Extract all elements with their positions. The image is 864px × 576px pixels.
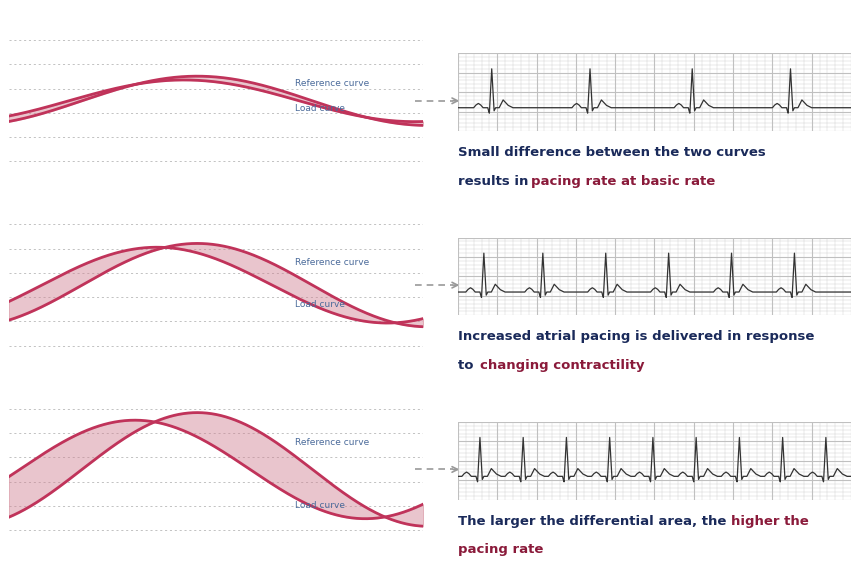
Text: pacing rate: pacing rate [458,543,543,556]
Text: pacing rate at basic rate: pacing rate at basic rate [530,175,715,188]
Text: Load curve: Load curve [295,301,345,309]
Text: Reference curve: Reference curve [295,259,369,267]
Text: The larger the differential area, the: The larger the differential area, the [458,515,731,528]
Text: changing contractility: changing contractility [480,359,644,372]
Text: Load curve: Load curve [295,104,345,113]
Text: Reference curve: Reference curve [295,79,369,88]
Text: Increased atrial pacing is delivered in response: Increased atrial pacing is delivered in … [458,331,814,343]
Text: higher the: higher the [731,515,809,528]
Text: to: to [458,359,478,372]
Text: Load curve: Load curve [295,501,345,510]
Text: results in: results in [458,175,533,188]
Text: Small difference between the two curves: Small difference between the two curves [458,146,766,159]
Text: Reference curve: Reference curve [295,438,369,448]
